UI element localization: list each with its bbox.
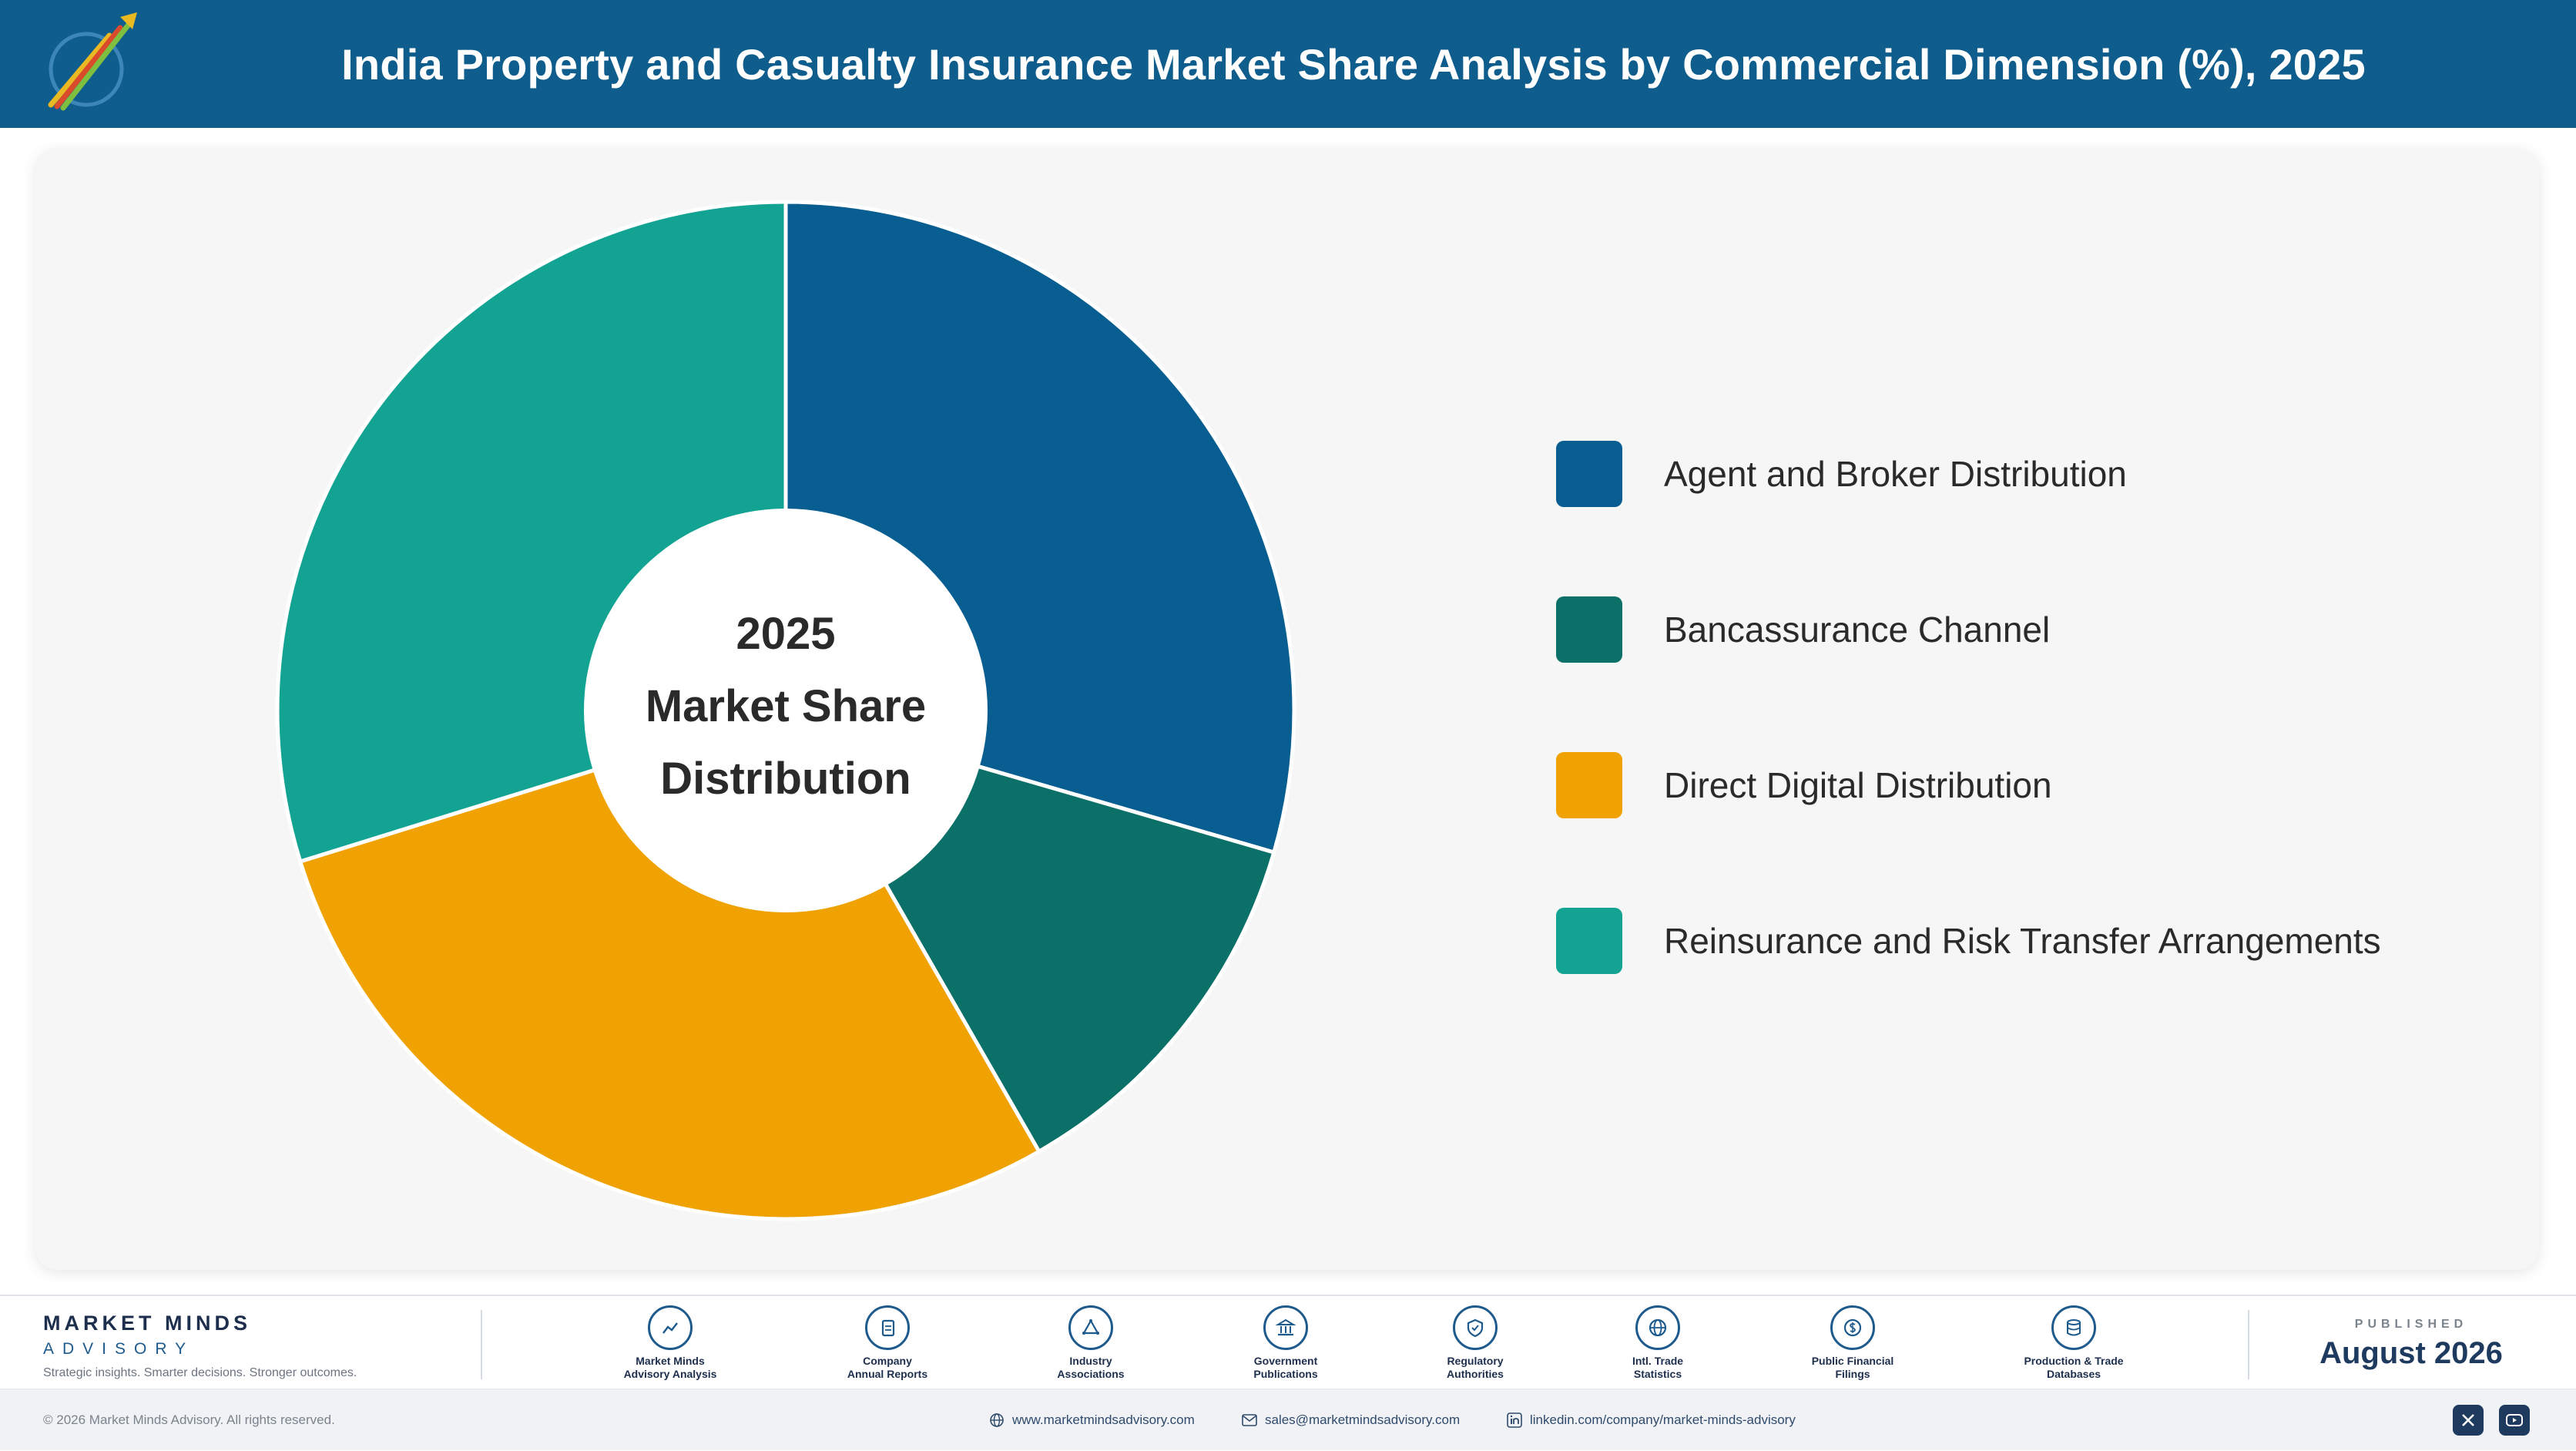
copyright-text: © 2026 Market Minds Advisory. All rights…: [43, 1412, 335, 1427]
database-icon: [2051, 1305, 2096, 1350]
footer: MARKET MINDS ADVISORY Strategic insights…: [0, 1295, 2576, 1389]
dollar-coin-icon: [1830, 1305, 1875, 1350]
trend-chart-icon: [648, 1305, 693, 1350]
brand-tagline: Strategic insights. Smarter decisions. S…: [43, 1366, 357, 1379]
brand-subtitle: ADVISORY: [43, 1340, 195, 1358]
globe-icon: [1635, 1305, 1680, 1350]
legend-swatch: [1556, 441, 1622, 507]
center-label-line3: Distribution: [660, 754, 911, 804]
center-label-year: 2025: [736, 609, 835, 659]
network-icon: [1068, 1305, 1113, 1350]
source-item: Regulatory Authorities: [1383, 1305, 1568, 1381]
published-date: August 2026: [2319, 1336, 2503, 1370]
source-item: Intl. Trade Statistics: [1565, 1305, 1750, 1381]
chart-title: India Property and Casualty Insurance Ma…: [341, 39, 2366, 89]
legend-item[interactable]: Reinsurance and Risk Transfer Arrangemen…: [1556, 908, 2381, 974]
source-label: Market Minds Advisory Analysis: [623, 1355, 717, 1380]
market-minds-logo-icon: [48, 12, 137, 111]
source-label: Government Publications: [1253, 1355, 1318, 1380]
email-text: sales@marketmindsadvisory.com: [1265, 1412, 1461, 1427]
email-link[interactable]: sales@marketmindsadvisory.com: [1242, 1389, 1460, 1451]
legend-label: Reinsurance and Risk Transfer Arrangemen…: [1664, 921, 2381, 961]
shield-check-icon: [1453, 1305, 1498, 1350]
government-building-icon: [1263, 1305, 1308, 1350]
footer-brand: MARKET MINDS ADVISORY Strategic insights…: [43, 1312, 357, 1380]
source-label: Company Annual Reports: [847, 1355, 928, 1380]
legend-swatch: [1556, 752, 1622, 818]
source-label: Industry Associations: [1057, 1355, 1125, 1380]
legend-item[interactable]: Direct Digital Distribution: [1556, 752, 2052, 818]
footer-divider-right: [2248, 1310, 2249, 1379]
source-item: Production & Trade Databases: [1981, 1305, 2166, 1381]
document-icon: [865, 1305, 910, 1350]
linkedin-link[interactable]: linkedin.com/company/market-minds-adviso…: [1507, 1389, 1796, 1451]
published-block: PUBLISHED August 2026: [2249, 1318, 2573, 1371]
globe-icon: [989, 1412, 1005, 1428]
youtube-icon[interactable]: [2499, 1405, 2530, 1436]
legend-label: Bancassurance Channel: [1664, 610, 2051, 650]
legend-swatch: [1556, 908, 1622, 974]
linkedin-text: linkedin.com/company/market-minds-adviso…: [1530, 1412, 1796, 1427]
legend-item[interactable]: Bancassurance Channel: [1556, 596, 2050, 663]
center-label-line2: Market Share: [646, 681, 926, 731]
linkedin-icon: [1507, 1412, 1522, 1428]
donut-chart: 2025 Market Share Distribution: [277, 202, 1294, 1219]
published-label: PUBLISHED: [2354, 1318, 2468, 1331]
x-icon[interactable]: [2453, 1405, 2484, 1436]
bottom-bar: © 2026 Market Minds Advisory. All rights…: [0, 1389, 2576, 1450]
source-item: Public Financial Filings: [1760, 1305, 1945, 1381]
source-item: Company Annual Reports: [795, 1305, 980, 1381]
legend-label: Direct Digital Distribution: [1664, 765, 2052, 805]
footer-divider-left: [481, 1310, 482, 1379]
legend-swatch: [1556, 596, 1622, 663]
source-label: Intl. Trade Statistics: [1632, 1355, 1684, 1380]
mail-icon: [1242, 1414, 1257, 1426]
source-item: Industry Associations: [998, 1305, 1183, 1381]
website-link[interactable]: www.marketmindsadvisory.com: [989, 1389, 1195, 1451]
source-label: Production & Trade Databases: [2024, 1355, 2124, 1380]
brand-name: MARKET MINDS: [43, 1312, 251, 1335]
website-text: www.marketmindsadvisory.com: [1012, 1412, 1195, 1427]
source-label: Public Financial Filings: [1811, 1355, 1894, 1380]
legend-label: Agent and Broker Distribution: [1664, 454, 2127, 494]
source-item: Market Minds Advisory Analysis: [578, 1305, 763, 1381]
donut-center-hole: [584, 509, 988, 912]
header-bar: India Property and Casualty Insurance Ma…: [0, 0, 2576, 128]
source-label: Regulatory Authorities: [1447, 1355, 1504, 1380]
source-item: Government Publications: [1193, 1305, 1378, 1381]
legend-item[interactable]: Agent and Broker Distribution: [1556, 441, 2127, 507]
